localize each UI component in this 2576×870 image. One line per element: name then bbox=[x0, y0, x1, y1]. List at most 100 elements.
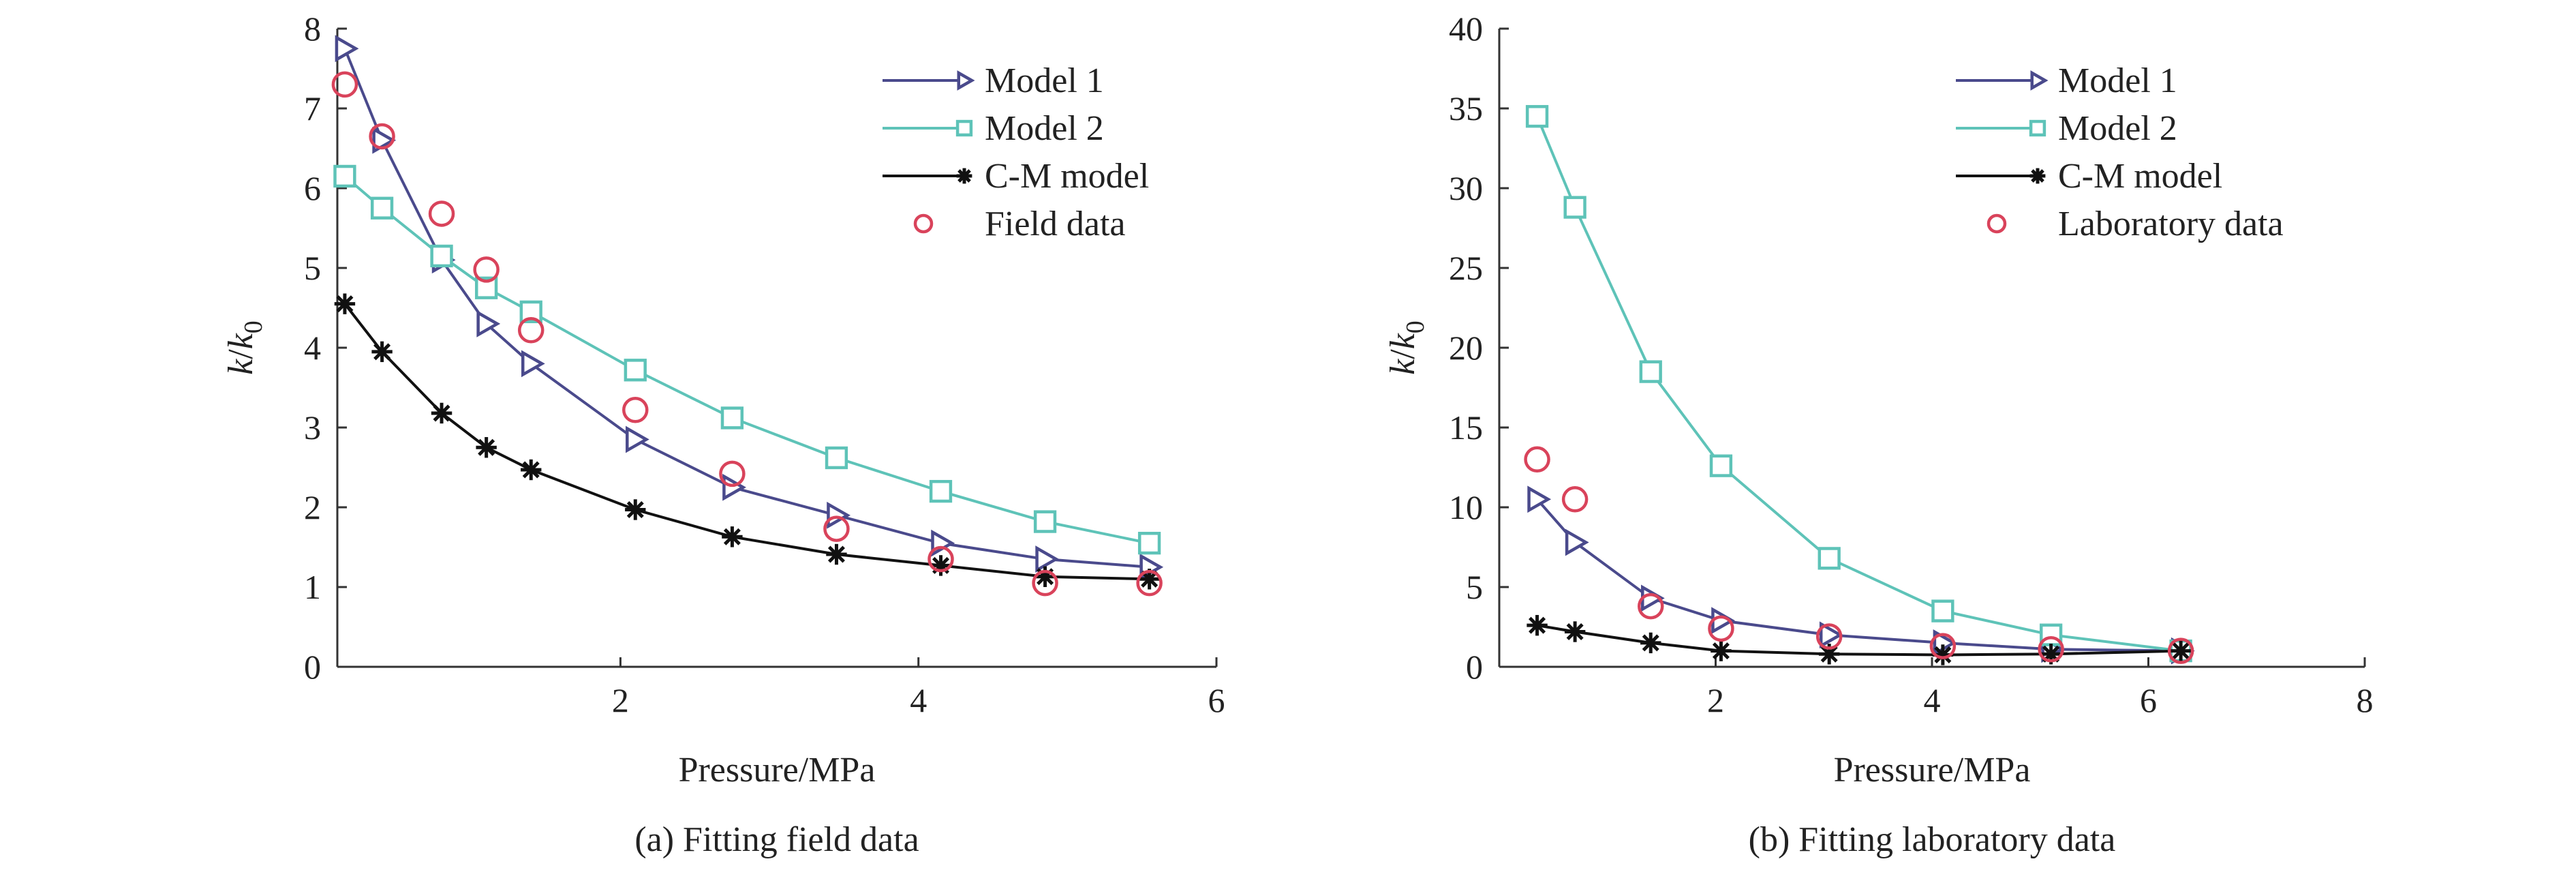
y-tick-label: 5 bbox=[1466, 568, 1483, 606]
y-axis-title-k0: k bbox=[221, 333, 260, 349]
y-tick-label: 4 bbox=[304, 329, 321, 367]
legend: Model 1 Model 2 C-M model Field data bbox=[883, 61, 1149, 243]
data-point bbox=[719, 460, 746, 487]
legend-item: C-M model bbox=[883, 157, 1149, 196]
y-tick-label: 25 bbox=[1449, 249, 1483, 287]
data-point bbox=[1639, 360, 1662, 383]
legend-label: Model 1 bbox=[2058, 61, 2177, 100]
legend-swatch-marker bbox=[2029, 168, 2046, 184]
y-tick-label: 15 bbox=[1449, 408, 1483, 447]
data-point bbox=[371, 341, 393, 363]
legend-label: Model 1 bbox=[985, 61, 1104, 100]
x-tick-label: 4 bbox=[910, 681, 927, 719]
series-line bbox=[1537, 624, 2181, 657]
y-tick-label: 2 bbox=[304, 488, 321, 526]
data-point bbox=[370, 196, 394, 220]
data-point bbox=[335, 35, 359, 63]
data-point bbox=[1527, 485, 1552, 513]
data-point bbox=[827, 501, 850, 529]
data-point bbox=[2170, 640, 2192, 661]
data-point bbox=[369, 123, 395, 150]
data-point bbox=[1931, 599, 1954, 622]
x-axis-title: Pressure/MPa bbox=[679, 751, 876, 790]
y-tick-label: 7 bbox=[304, 89, 321, 127]
legend-swatch-marker bbox=[913, 213, 934, 234]
y-tick-label: 6 bbox=[304, 169, 321, 207]
legend: Model 1 Model 2 C-M model Laboratory data bbox=[1956, 61, 2284, 243]
legend-label: C-M model bbox=[2058, 157, 2222, 196]
x-tick-label: 6 bbox=[2140, 681, 2157, 719]
y-axis-title-slash: / bbox=[1383, 349, 1422, 359]
series-field-data bbox=[331, 71, 1163, 597]
data-point bbox=[473, 256, 500, 283]
data-point bbox=[825, 446, 848, 470]
data-point bbox=[476, 437, 497, 458]
y-axis-title-k: k bbox=[221, 359, 260, 375]
legend-label: Field data bbox=[985, 205, 1126, 243]
series-model-2 bbox=[333, 164, 1161, 555]
y-tick-label: 40 bbox=[1449, 10, 1483, 48]
series-line bbox=[343, 303, 1150, 581]
data-point bbox=[1708, 615, 1734, 642]
panel-caption: (b) Fitting laboratory data bbox=[1749, 820, 2116, 859]
legend-label: C-M model bbox=[985, 157, 1149, 196]
data-point bbox=[1638, 592, 1664, 620]
y-axis-title-k: k bbox=[1383, 359, 1422, 375]
x-tick-label: 2 bbox=[612, 681, 629, 719]
data-point bbox=[1035, 545, 1060, 573]
data-point bbox=[331, 71, 358, 98]
x-tick-label: 2 bbox=[1707, 681, 1724, 719]
data-point bbox=[428, 200, 455, 227]
legend-item: Field data bbox=[913, 205, 1126, 243]
legend-item: Model 2 bbox=[1956, 109, 2177, 148]
data-point bbox=[826, 543, 847, 565]
y-tick-label: 0 bbox=[1466, 648, 1483, 686]
data-point bbox=[1524, 446, 1550, 473]
series-c-m-model bbox=[1527, 614, 2192, 665]
legend-swatch-marker bbox=[956, 168, 972, 184]
x-axis-title: Pressure/MPa bbox=[1834, 751, 2031, 790]
data-point bbox=[929, 479, 953, 503]
data-point bbox=[624, 359, 647, 382]
x-tick-label: 4 bbox=[1924, 681, 1941, 719]
data-point bbox=[1565, 528, 1589, 556]
panel-caption: (a) Fitting field data bbox=[634, 820, 919, 859]
legend-item: Model 1 bbox=[883, 61, 1104, 100]
data-point bbox=[927, 545, 954, 573]
data-point bbox=[1564, 621, 1586, 642]
y-axis-title-k0: k bbox=[1383, 333, 1422, 349]
data-point bbox=[1818, 644, 1840, 665]
y-tick-label: 35 bbox=[1449, 89, 1483, 127]
y-tick-label: 3 bbox=[304, 408, 321, 447]
y-tick-label: 5 bbox=[304, 249, 321, 287]
legend-swatch-marker bbox=[2030, 70, 2049, 91]
y-tick-label: 30 bbox=[1449, 169, 1483, 207]
data-point bbox=[1815, 623, 1843, 650]
data-point bbox=[722, 526, 743, 548]
series-model-1 bbox=[335, 35, 1164, 581]
series-line bbox=[1535, 115, 2181, 652]
data-point bbox=[333, 164, 356, 188]
data-point bbox=[625, 499, 646, 520]
data-point bbox=[823, 515, 850, 542]
x-tick-label: 6 bbox=[1208, 681, 1225, 719]
legend-swatch-marker bbox=[957, 70, 975, 91]
data-point bbox=[622, 397, 649, 423]
data-point bbox=[1563, 196, 1586, 219]
data-point bbox=[476, 310, 501, 338]
data-point bbox=[372, 126, 397, 154]
data-point bbox=[720, 406, 744, 430]
data-point bbox=[1709, 454, 1733, 477]
data-point bbox=[1034, 566, 1056, 587]
data-point bbox=[626, 425, 649, 453]
x-tick-label: 8 bbox=[2357, 681, 2374, 719]
data-point bbox=[1711, 640, 1732, 661]
y-tick-label: 1 bbox=[304, 568, 321, 606]
y-tick-label: 0 bbox=[304, 648, 321, 686]
data-point bbox=[1137, 532, 1161, 555]
series-c-m-model bbox=[334, 293, 1160, 590]
data-point bbox=[1929, 633, 1957, 659]
data-point bbox=[1640, 632, 1661, 654]
data-point bbox=[517, 317, 545, 344]
